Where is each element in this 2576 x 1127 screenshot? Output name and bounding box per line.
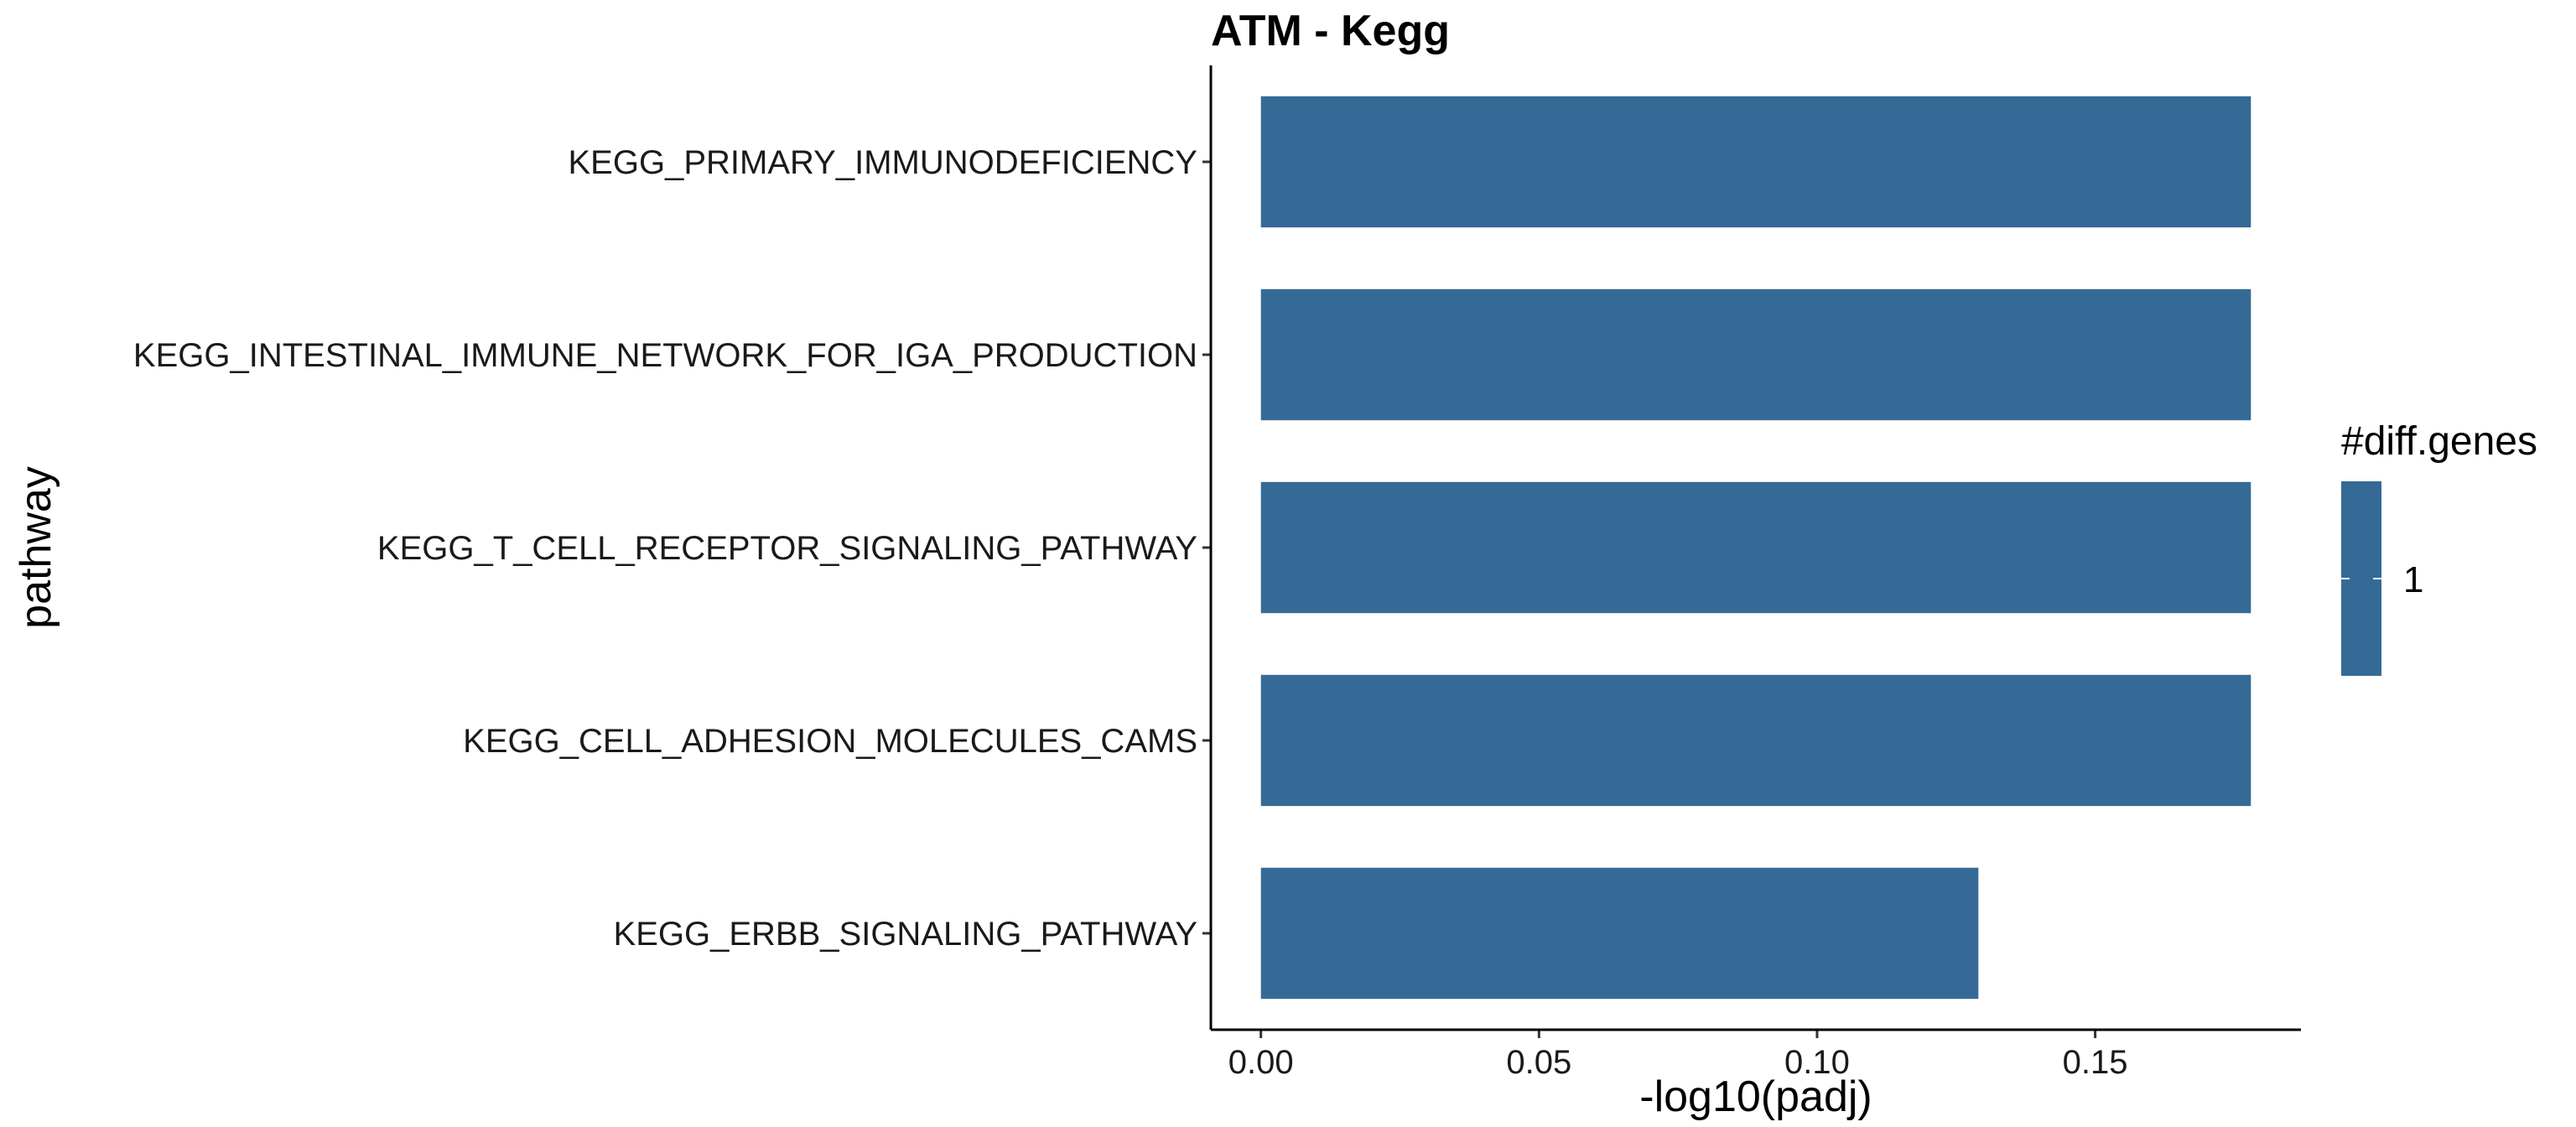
- bar-1: [1260, 96, 2251, 228]
- y-tick-label-4: KEGG_CELL_ADHESION_MOLECULES_CAMS: [463, 723, 1197, 760]
- x-axis-ticks: 0.00 0.05 0.10 0.15: [1228, 1030, 2128, 1081]
- legend-label: 1: [2403, 559, 2423, 600]
- y-tick-label-3: KEGG_T_CELL_RECEPTOR_SIGNALING_PATHWAY: [377, 530, 1197, 567]
- legend: #diff.genes 1: [2341, 419, 2537, 676]
- y-tick-label-2: KEGG_INTESTINAL_IMMUNE_NETWORK_FOR_IGA_P…: [133, 337, 1197, 374]
- x-tick-label-4: 0.15: [2063, 1044, 2128, 1081]
- x-tick-label-2: 0.05: [1506, 1044, 1571, 1081]
- x-axis-title: -log10(padj): [1639, 1072, 1872, 1121]
- legend-title: #diff.genes: [2341, 419, 2537, 464]
- y-tick-label-1: KEGG_PRIMARY_IMMUNODEFICIENCY: [569, 144, 1198, 181]
- y-tick-label-5: KEGG_ERBB_SIGNALING_PATHWAY: [614, 916, 1197, 953]
- bar-4: [1260, 674, 2251, 807]
- x-tick-label-3: 0.10: [1784, 1044, 1850, 1081]
- chart-title: ATM - Kegg: [1211, 7, 1450, 55]
- x-tick-label-1: 0.00: [1228, 1044, 1294, 1081]
- y-axis-title: pathway: [12, 466, 60, 629]
- bar-2: [1260, 288, 2251, 421]
- bar-5: [1260, 867, 1979, 1000]
- bars-group: [1260, 96, 2251, 1000]
- bar-3: [1260, 481, 2251, 614]
- y-axis-ticks: KEGG_PRIMARY_IMMUNODEFICIENCY KEGG_INTEST…: [133, 144, 1211, 953]
